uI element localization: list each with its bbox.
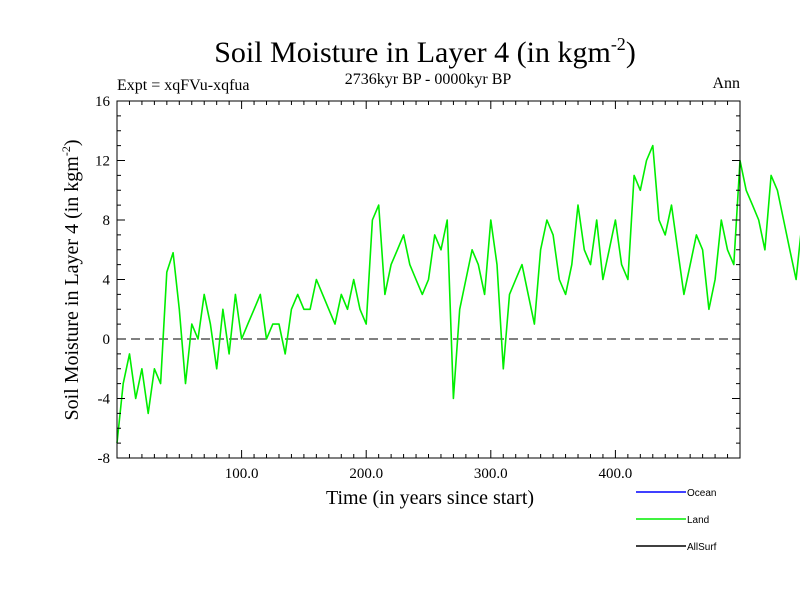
experiment-label: Expt = xqFVu-xqfua <box>117 77 250 94</box>
legend-item-land: Land <box>636 515 709 526</box>
legend-label: Land <box>687 515 709 526</box>
legend-label: Ocean <box>687 488 716 499</box>
plot-area <box>116 100 800 459</box>
x-tick-label: 300.0 <box>474 466 508 482</box>
season-label: Ann <box>712 75 740 92</box>
y-axis-label-superscript: -2 <box>59 146 73 156</box>
y-tick-label: -8 <box>98 451 111 467</box>
y-axis-label: Soil Moisture in Layer 4 (in kgm-2) <box>59 139 83 420</box>
chart-title: Soil Moisture in Layer 4 (in kgm-2) <box>214 34 636 69</box>
axis-ticks <box>117 101 740 458</box>
legend-item-allsurf: AllSurf <box>636 542 717 553</box>
legend: Ocean Land AllSurf <box>636 488 717 553</box>
legend-label: AllSurf <box>687 542 717 553</box>
x-tick-label: 100.0 <box>225 466 259 482</box>
x-tick-label: 400.0 <box>599 466 633 482</box>
legend-item-ocean: Ocean <box>636 488 716 499</box>
x-axis-label: Time (in years since start) <box>326 487 534 509</box>
y-tick-label: -4 <box>98 392 111 408</box>
y-tick-label: 8 <box>103 213 111 229</box>
chart-title-superscript: -2 <box>611 34 626 54</box>
y-tick-label: 0 <box>103 332 111 348</box>
y-tick-label: 16 <box>95 94 111 110</box>
x-tick-label: 200.0 <box>349 466 383 482</box>
y-tick-label: 4 <box>103 273 111 289</box>
series-line-land <box>116 144 800 444</box>
y-tick-label: 12 <box>95 154 110 170</box>
axis-tick-labels: 100.0 200.0 300.0 400.0 -8 -4 0 4 8 12 16 <box>95 94 632 482</box>
chart-subtitle: 2736kyr BP - 0000kyr BP <box>345 71 512 88</box>
